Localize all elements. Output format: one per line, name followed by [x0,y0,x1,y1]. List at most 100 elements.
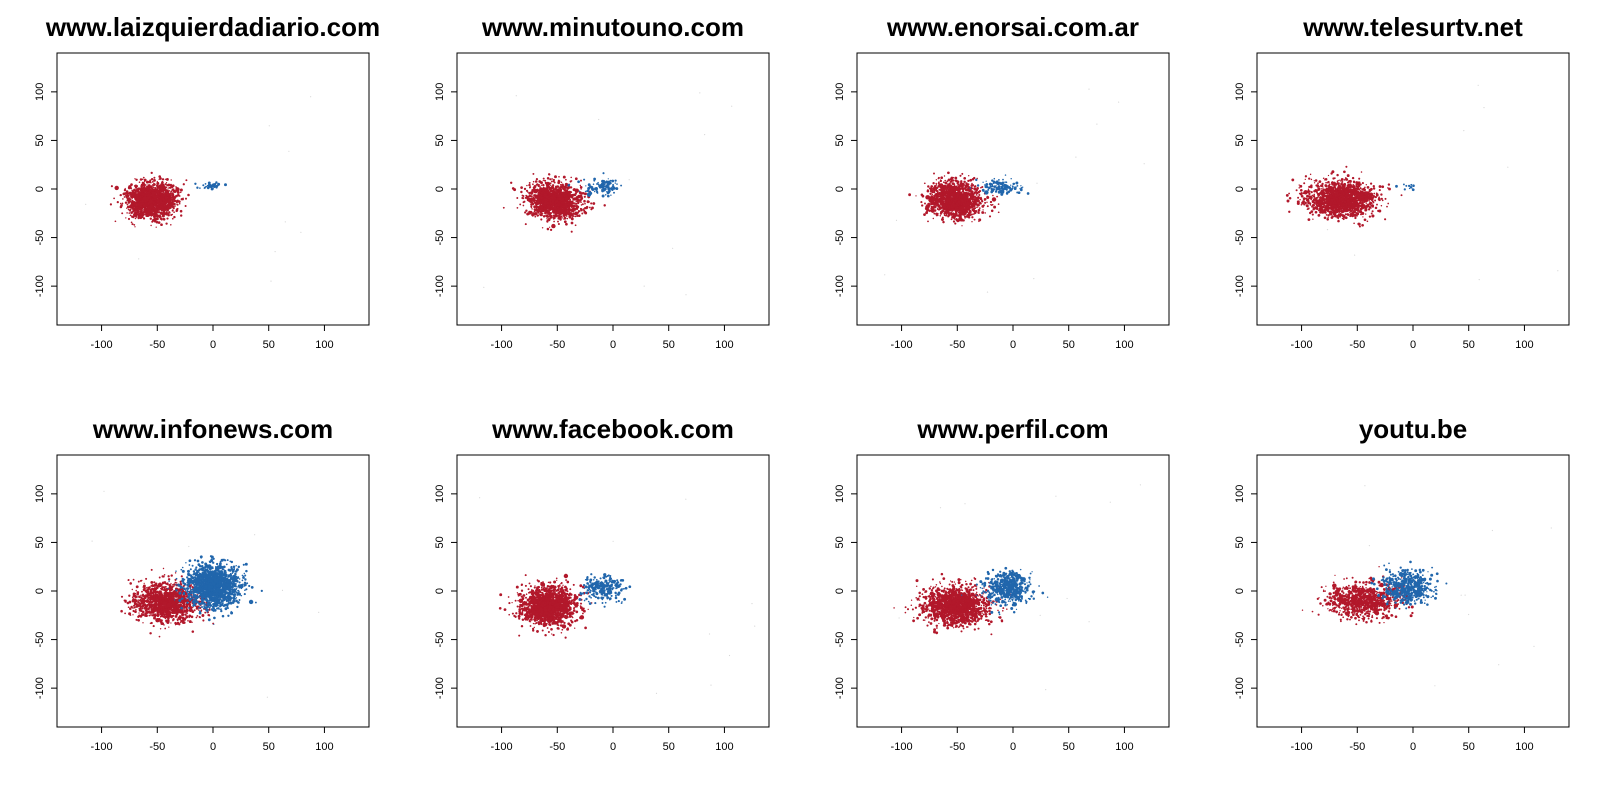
red-point [548,226,551,228]
red-point [929,192,932,195]
red-point [956,208,960,212]
red-point [937,176,940,179]
red-point [584,202,586,205]
red-point [140,184,144,188]
red-point [966,206,969,210]
red-point [960,212,964,216]
red-point [122,198,124,200]
red-point [549,193,552,196]
red-point [968,209,972,213]
red-point [952,213,956,217]
red-point [984,201,987,204]
red-point [945,197,948,200]
red-point [520,186,523,189]
red-point [550,186,553,188]
red-point [941,216,944,219]
red-point [542,179,544,182]
red-point [943,214,946,216]
red-point [109,203,112,206]
red-point [943,175,946,177]
red-point [581,212,584,215]
red-point [150,171,153,175]
red-point [590,202,593,205]
blue-point [995,190,997,193]
red-point [145,180,149,184]
red-point [1348,179,1352,183]
red-point [171,188,174,191]
red-point [173,211,175,214]
red-point [143,191,146,194]
red-point [143,183,146,187]
red-point [130,195,132,198]
red-point [542,184,545,187]
red-point [158,194,160,196]
red-point [143,211,145,213]
red-point [927,185,930,188]
red-point [162,178,165,181]
red-point [524,211,527,214]
blue-point [997,190,1001,194]
red-point [962,212,966,215]
y-tick-label: 100 [1234,83,1246,101]
red-point [522,201,525,204]
red-point [171,217,174,220]
red-point [973,176,976,180]
blue-point [593,179,596,182]
red-point [983,197,987,201]
x-tick-label: 0 [610,339,616,351]
outlier-point [628,179,630,181]
red-point [171,195,175,199]
red-point [547,173,551,176]
outlier-point [685,294,687,296]
red-point [164,208,167,211]
outlier-point [986,291,989,293]
red-point [970,190,974,194]
red-point [1361,223,1364,227]
red-point [573,197,577,201]
red-point [534,196,538,199]
red-point [169,184,172,186]
outlier-point [515,95,517,97]
red-point [165,222,168,225]
red-point [550,207,553,210]
red-point [171,192,174,195]
red-point [947,171,950,175]
red-point [933,212,936,215]
blue-point [1010,184,1012,186]
red-point [532,183,534,186]
blue-point [1000,192,1004,196]
red-point [167,198,170,200]
red-point [565,178,567,181]
red-point [584,192,587,195]
red-point [925,211,929,215]
red-point [554,193,558,196]
red-point [967,188,969,191]
red-point [947,178,951,182]
red-point [971,216,974,219]
red-point [547,185,550,189]
x-tick-label: 100 [1115,339,1133,351]
red-point [978,207,981,209]
red-point [553,187,557,191]
red-point [123,188,127,192]
red-point [965,214,969,218]
blue-point [996,183,998,185]
scatter-points [483,92,733,296]
red-point [963,209,967,213]
red-point [162,217,166,221]
red-point [961,188,964,191]
red-point [172,202,176,206]
red-point [551,178,553,180]
red-point [557,216,561,220]
red-point [178,195,181,197]
red-point [960,206,963,209]
blue-point [984,190,989,195]
red-point [161,201,164,204]
red-point [137,194,141,197]
red-point [964,200,966,203]
red-point [565,215,568,217]
red-point [575,204,578,207]
red-point [167,213,170,217]
blue-point [587,194,591,198]
red-point [573,204,576,208]
